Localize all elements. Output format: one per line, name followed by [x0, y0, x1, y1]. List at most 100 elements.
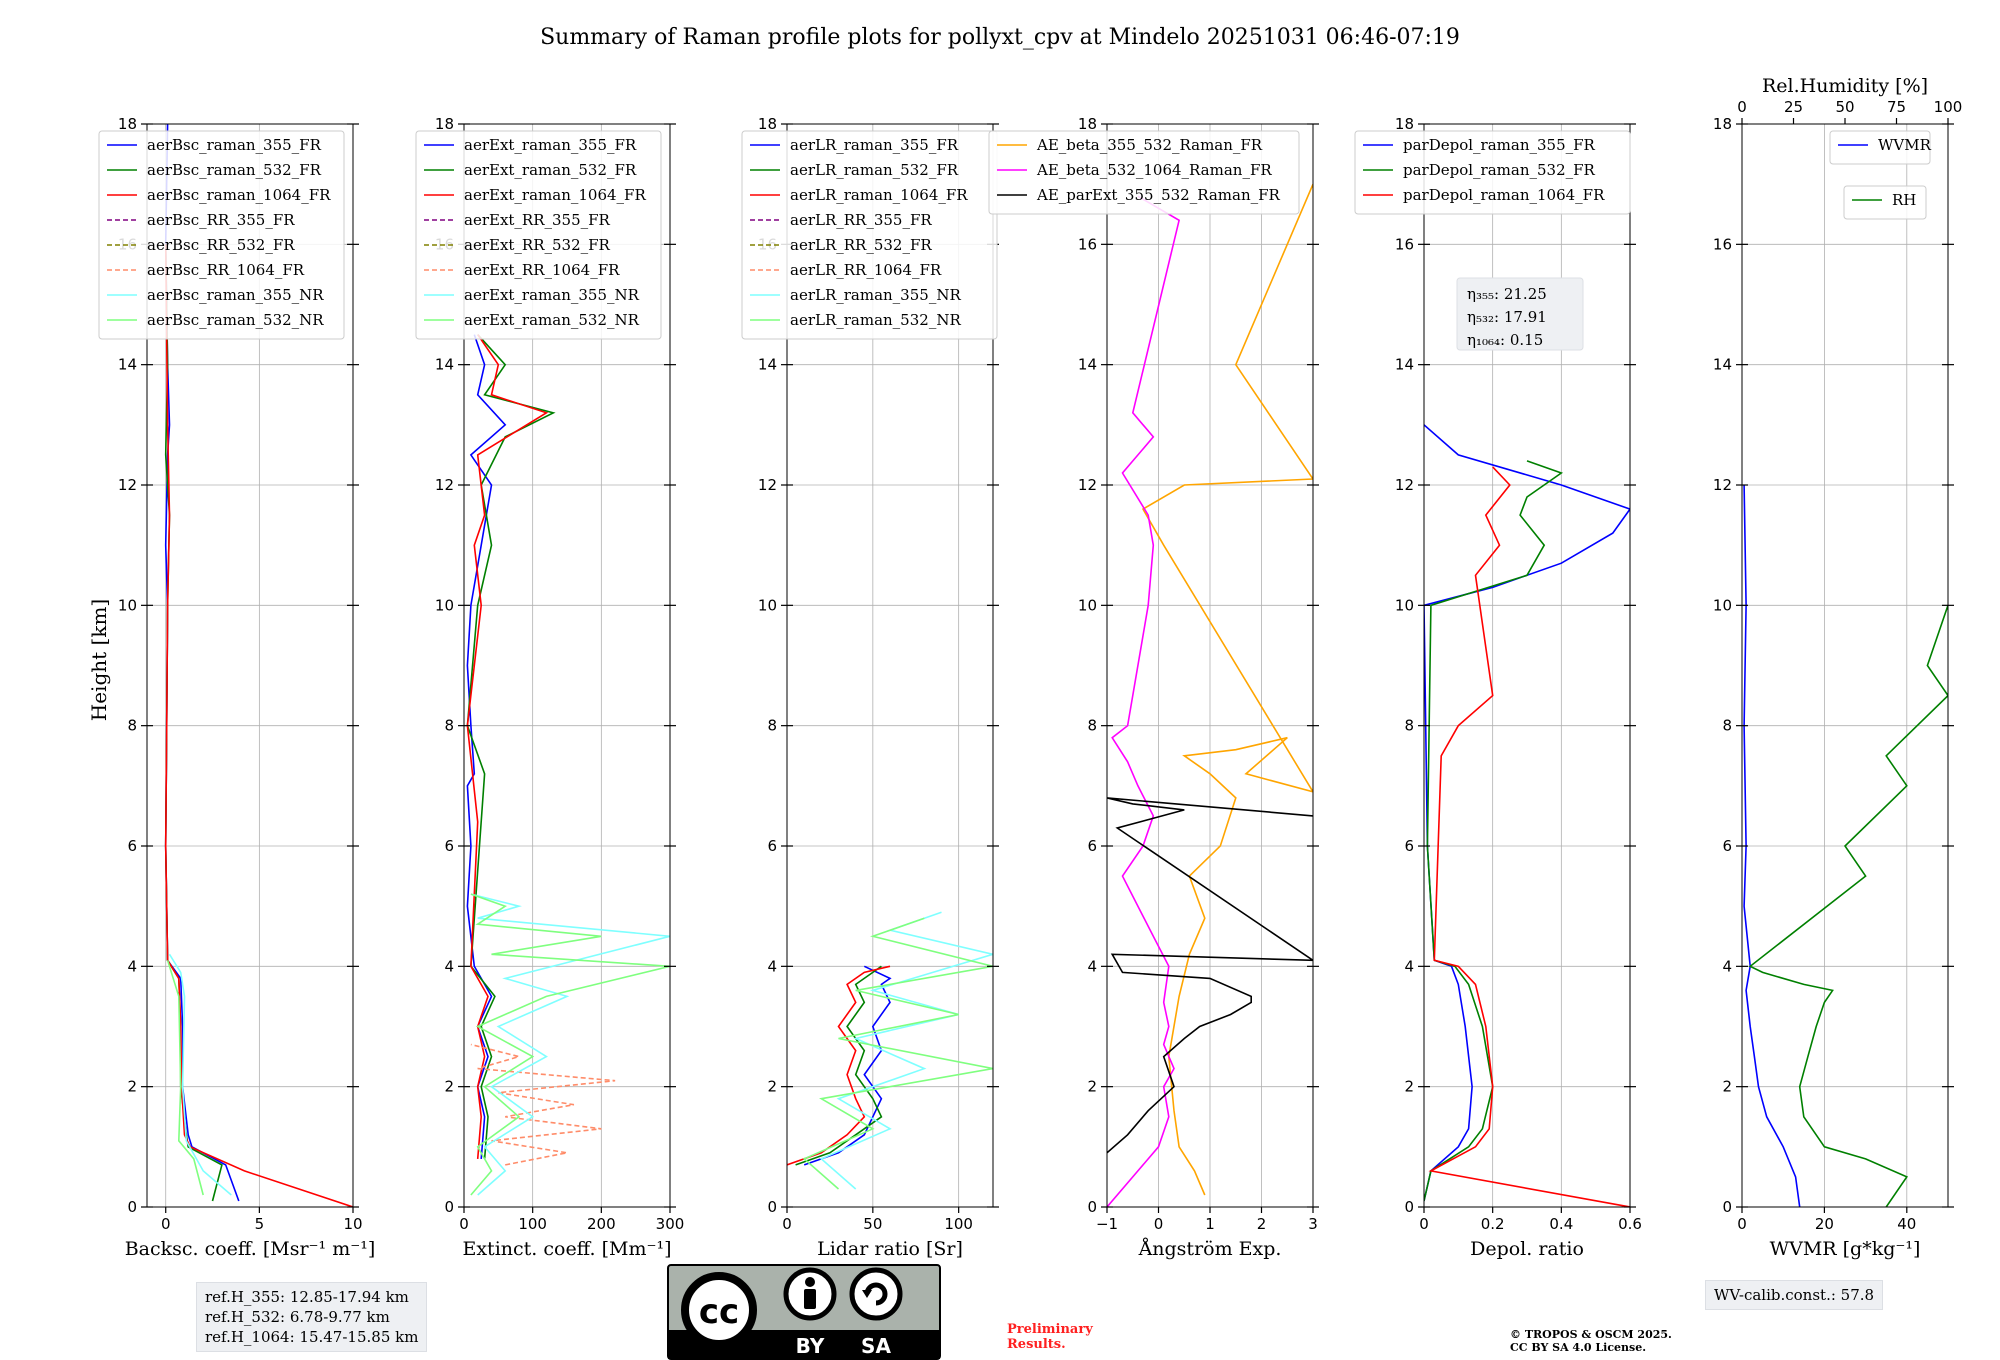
y-tick-label: 8 — [1722, 717, 1732, 735]
panel-backscatter: 0246810121416180510Backsc. coeff. [Msr⁻¹… — [98, 115, 376, 1260]
legend-rh-label: RH — [1892, 191, 1916, 209]
legend-label: aerLR_raman_355_FR — [790, 136, 959, 154]
series-aerLR_raman_532_FR — [795, 965, 883, 1166]
y-tick-label: 8 — [127, 717, 137, 735]
legend-label: aerBsc_raman_355_NR — [147, 286, 324, 304]
x-tick-label: 0.2 — [1481, 1215, 1505, 1233]
legend-rh-box — [1843, 185, 1927, 220]
legend-box — [988, 130, 1300, 215]
wv-calib-box: WV-calib.const.: 57.8 — [1705, 1280, 1884, 1310]
series-aerBsc_raman_532_FR — [164, 244, 223, 1202]
x-axis-label: Backsc. coeff. [Msr⁻¹ m⁻¹] — [125, 1238, 376, 1260]
x-tick-label: 10 — [343, 1215, 362, 1233]
legend-label: aerExt_RR_355_FR — [464, 211, 611, 229]
axes-frame — [1741, 123, 1949, 1208]
y-tick-label: 0 — [1722, 1198, 1732, 1216]
y-axis-label: Height [km] — [87, 599, 111, 721]
y-tick-label: 2 — [767, 1078, 777, 1096]
ref-height-355: ref.H_355: 12.85-17.94 km — [205, 1288, 409, 1306]
y-tick-label: 16 — [1713, 235, 1732, 253]
y-tick-label: 4 — [1404, 957, 1414, 975]
y-tick-label: 4 — [767, 957, 777, 975]
x-tick-label: 3 — [1308, 1215, 1318, 1233]
panel-extinction: 0246810121416180100200300Extinct. coeff.… — [415, 115, 684, 1260]
x-axis-label: WVMR [g*kg⁻¹] — [1770, 1238, 1921, 1260]
y-tick-label: 8 — [767, 717, 777, 735]
cc-by-label: BY — [796, 1334, 825, 1358]
y-tick-label: 4 — [1722, 957, 1732, 975]
legend-label: aerExt_raman_355_NR — [464, 286, 640, 304]
y-tick-label: 6 — [444, 837, 454, 855]
figure-title: Summary of Raman profile plots for polly… — [540, 25, 1460, 50]
series-aerExt_raman_355_NR — [470, 893, 670, 1196]
top-x-tick-label: 75 — [1887, 98, 1906, 116]
y-tick-label: 0 — [1087, 1198, 1097, 1216]
legend-label: aerExt_raman_355_FR — [464, 136, 637, 154]
x-tick-label: 200 — [587, 1215, 616, 1233]
y-tick-label: 10 — [758, 596, 777, 614]
legend-label: aerBsc_RR_355_FR — [147, 211, 295, 229]
y-tick-label: 4 — [444, 957, 454, 975]
x-tick-label: 0 — [1419, 1215, 1429, 1233]
y-tick-label: 4 — [1087, 957, 1097, 975]
y-tick-label: 6 — [1087, 837, 1097, 855]
y-tick-label: 12 — [758, 476, 777, 494]
x-tick-label: 0 — [1154, 1215, 1164, 1233]
x-tick-label: 2 — [1257, 1215, 1267, 1233]
legend-label: aerLR_raman_1064_FR — [790, 186, 968, 204]
eta-label: η₁₀₆₄: 0.15 — [1467, 331, 1543, 349]
y-tick-label: 18 — [758, 115, 777, 133]
legend-box — [1354, 130, 1631, 215]
legend-label: AE_beta_532_1064_Raman_FR — [1036, 161, 1272, 179]
x-tick-label: 0.4 — [1549, 1215, 1573, 1233]
legend-label: aerExt_raman_532_FR — [464, 161, 637, 179]
y-tick-label: 10 — [1395, 596, 1414, 614]
legend-label: aerLR_RR_1064_FR — [790, 261, 942, 279]
y-tick-label: 10 — [435, 596, 454, 614]
top-x-tick-label: 100 — [1934, 98, 1963, 116]
share-alike-icon — [849, 1267, 903, 1321]
ref-heights-box: ref.H_355: 12.85-17.94 km ref.H_532: 6.7… — [196, 1282, 428, 1352]
legend-label: aerExt_RR_1064_FR — [464, 261, 620, 279]
preliminary-line-1: Preliminary — [1007, 1322, 1093, 1337]
ref-height-1064: ref.H_1064: 15.47-15.85 km — [205, 1328, 419, 1346]
cc-text: cc — [699, 1292, 739, 1332]
series-parDepol_raman_1064_FR — [1428, 466, 1630, 1207]
panel-water_vapor: 0 2 4 6 8 10 12 14 16 18 0 20 40 WVMR [g*kg⁻¹] 0 25 50 75… — [1713, 75, 1962, 1260]
legend-box — [98, 130, 345, 340]
x-tick-label: 100 — [518, 1215, 547, 1233]
x-tick-label: −1 — [1096, 1215, 1118, 1233]
preliminary-note: Preliminary Results. — [1007, 1322, 1093, 1352]
x-tick-label: 0 — [782, 1215, 792, 1233]
legend-label: parDepol_raman_355_FR — [1403, 136, 1596, 154]
y-tick-label: 2 — [1087, 1078, 1097, 1096]
series-aerExt_RR_1064_FR — [470, 1043, 616, 1166]
cc-icon — [681, 1272, 757, 1348]
axes-frame — [463, 123, 671, 1208]
top-x-tick-label: 0 — [1737, 98, 1747, 116]
series-aerLR_raman_532_NR — [802, 917, 993, 1190]
series-aerExt_raman_532_NR — [470, 893, 670, 1196]
series-WVMR — [1743, 484, 1801, 1207]
legend-label: aerBsc_raman_532_NR — [147, 311, 324, 329]
series-AE_parExt_355_532_Raman_FR — [1107, 797, 1313, 1154]
y-tick-label: 0 — [767, 1198, 777, 1216]
y-tick-label: 12 — [1078, 476, 1097, 494]
legend-label: aerExt_RR_532_FR — [464, 236, 611, 254]
x-tick-label: 0 — [1737, 1215, 1747, 1233]
wv-calib-text: WV-calib.const.: 57.8 — [1714, 1286, 1875, 1304]
axes-frame — [146, 123, 354, 1208]
axes-frame — [1423, 123, 1631, 1208]
cc-sa-label: SA — [861, 1334, 891, 1358]
y-tick-label: 12 — [435, 476, 454, 494]
y-tick-label: 14 — [435, 356, 454, 374]
y-tick-label: 18 — [435, 115, 454, 133]
x-axis-label: Ångström Exp. — [1138, 1238, 1282, 1260]
x-axis-label: Depol. ratio — [1470, 1238, 1584, 1260]
legend-label: aerBsc_raman_1064_FR — [147, 186, 331, 204]
series-RH — [1748, 605, 1948, 1207]
legend-box — [415, 130, 662, 340]
legend-label: aerLR_raman_532_FR — [790, 161, 959, 179]
y-tick-label: 18 — [1078, 115, 1097, 133]
